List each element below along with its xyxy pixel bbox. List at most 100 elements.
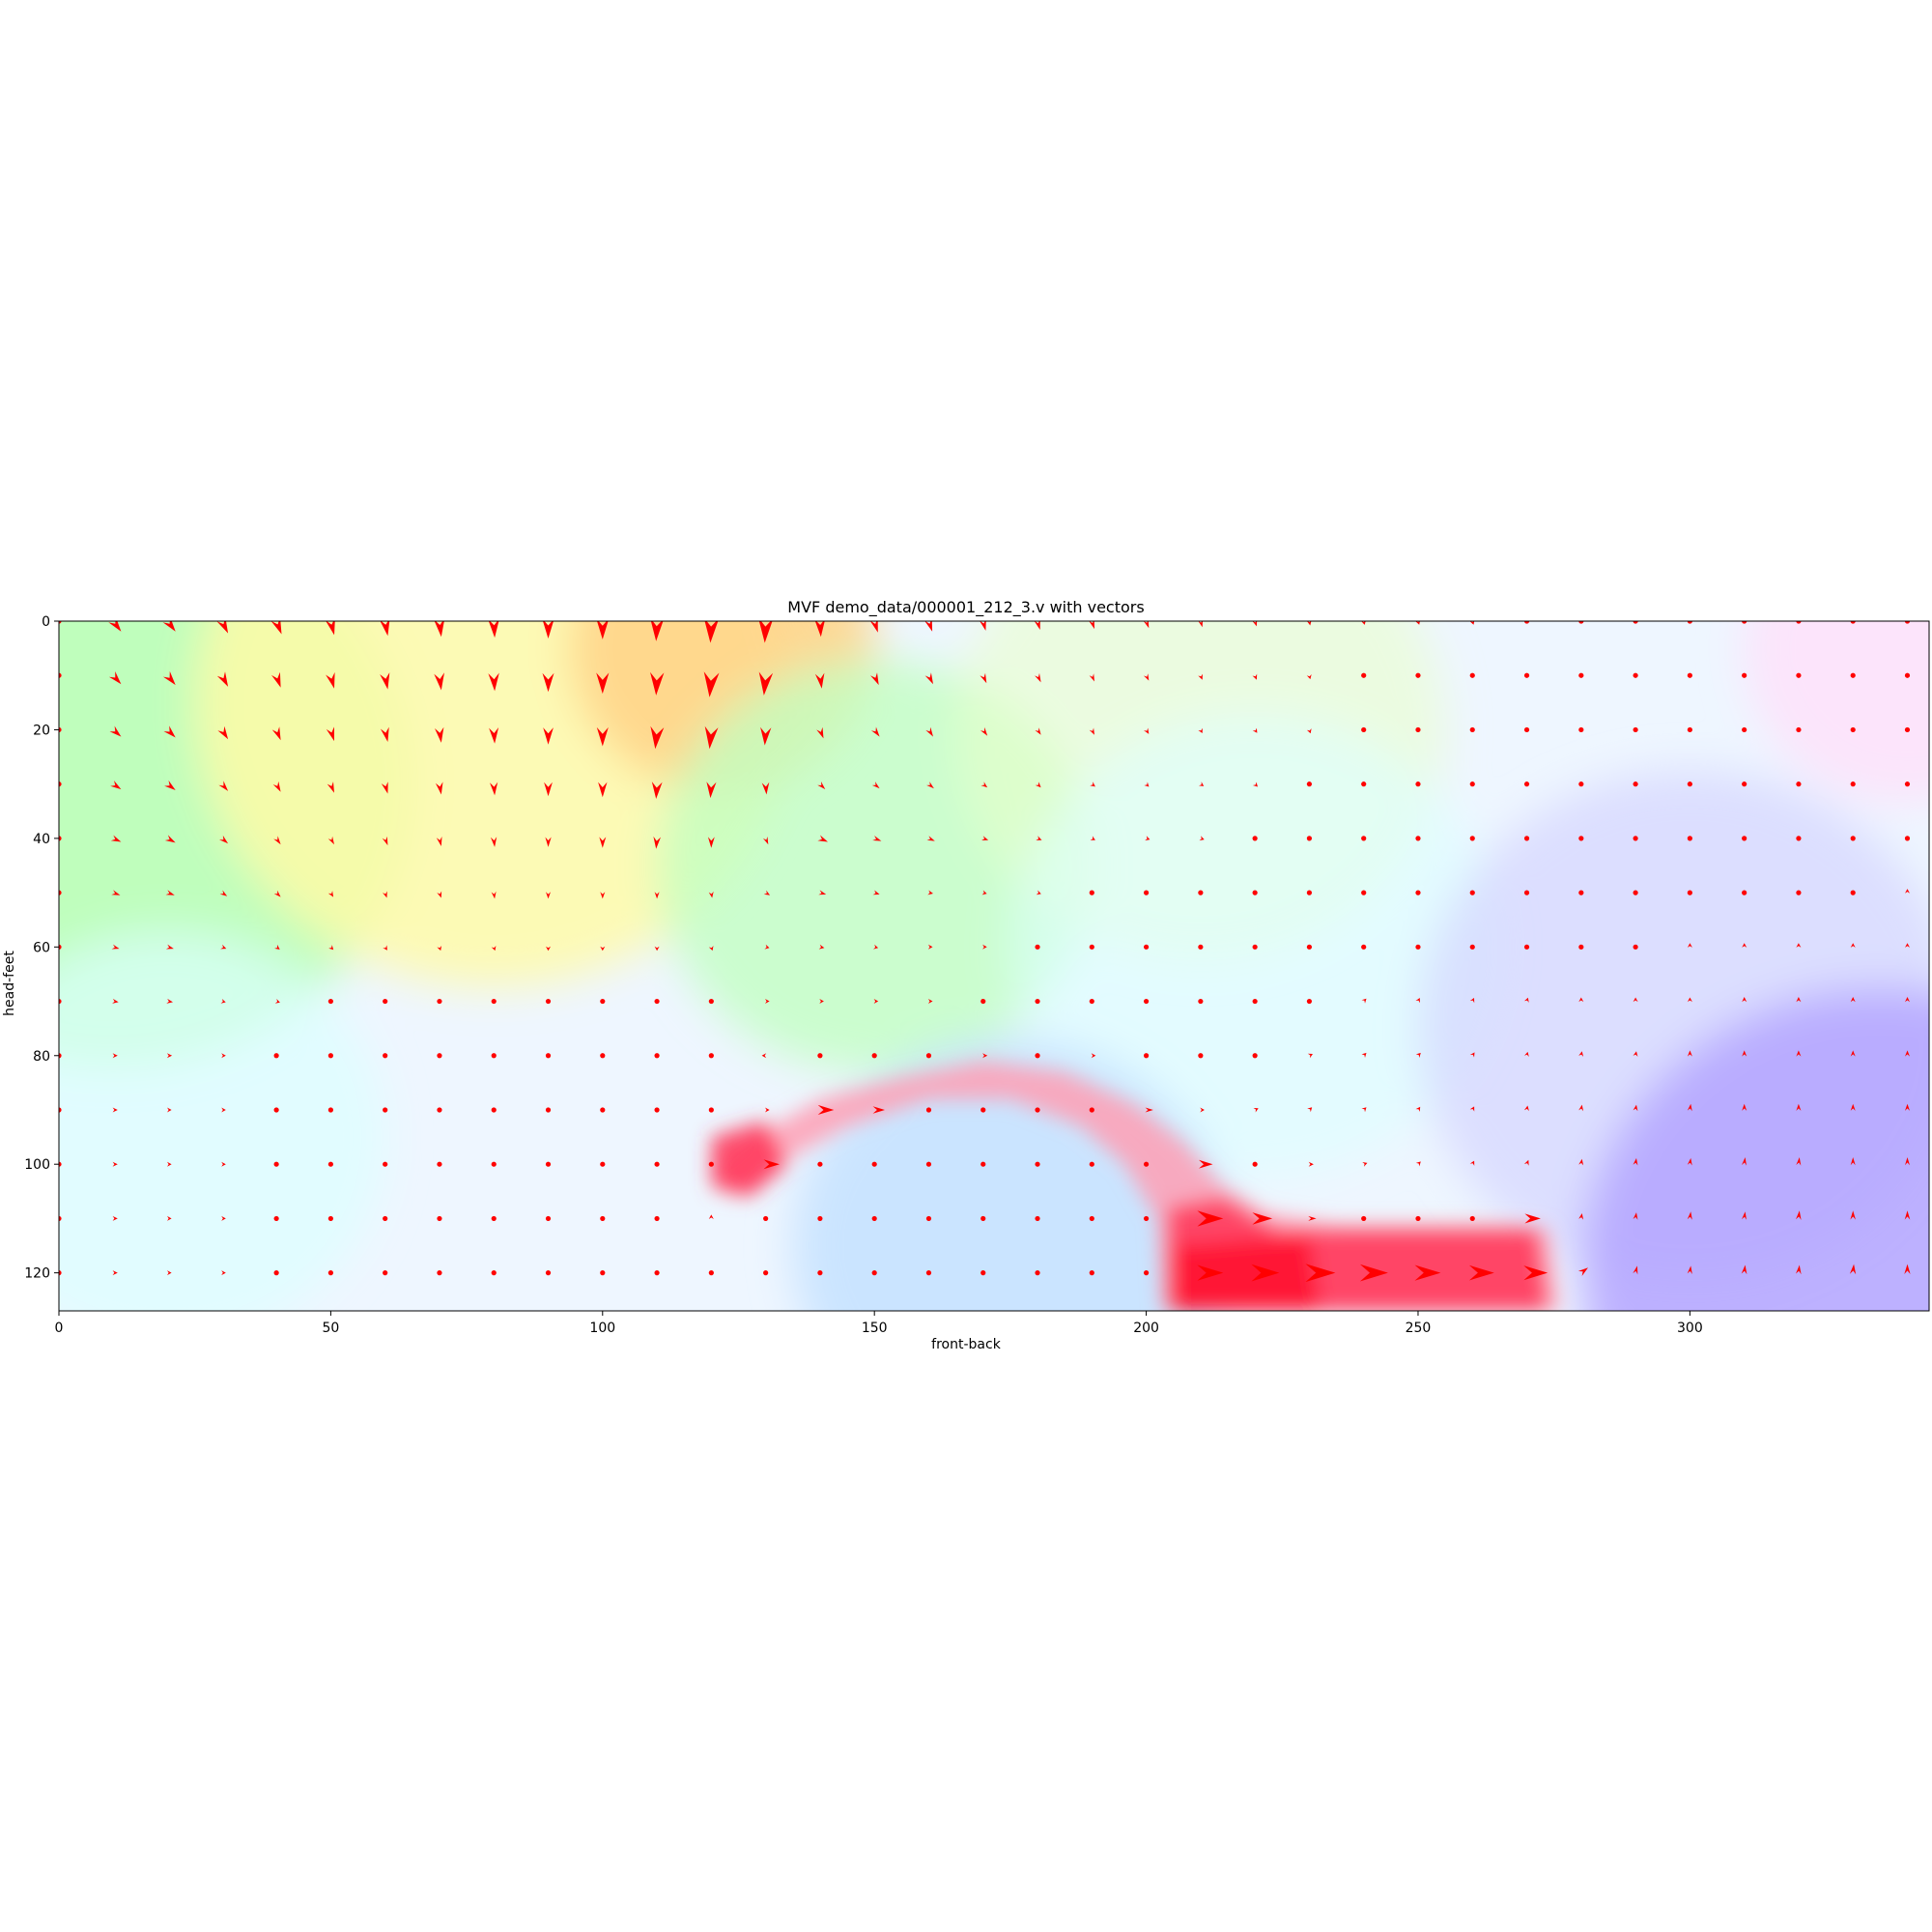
vector-arrow — [1090, 836, 1095, 840]
vector-arrow — [1687, 1050, 1692, 1057]
vector-dot — [1198, 1053, 1204, 1059]
vector-arrow — [165, 944, 174, 950]
vector-dot — [817, 1215, 823, 1222]
vector-arrow — [1577, 1267, 1588, 1276]
vector-arrow — [763, 890, 771, 895]
vector-arrow — [814, 621, 825, 638]
vector-arrow — [108, 621, 122, 632]
vector-dot — [1633, 836, 1638, 841]
vector-arrow — [708, 891, 714, 898]
vector-dot — [1850, 726, 1856, 733]
vector-arrow — [112, 998, 119, 1004]
vector-dot — [600, 1215, 606, 1222]
vector-dot — [383, 1215, 388, 1222]
vector-arrow — [163, 725, 176, 738]
vector-arrow — [980, 726, 988, 736]
vector-dot — [1523, 672, 1530, 678]
vector-arrow — [927, 999, 933, 1004]
vector-arrow — [221, 1161, 226, 1167]
vector-dot — [817, 1053, 823, 1059]
x-tick-label: 100 — [589, 1321, 615, 1336]
vector-arrow — [1687, 1157, 1692, 1166]
vector-arrow — [1090, 781, 1095, 787]
vector-dot — [59, 944, 62, 950]
vector-dot — [1796, 621, 1802, 624]
vector-dot — [1035, 1270, 1040, 1276]
vector-arrow — [273, 890, 281, 897]
vector-arrow — [437, 891, 442, 898]
vector-arrow — [164, 780, 176, 790]
vector-arrow — [1469, 1160, 1475, 1166]
vector-dot — [1035, 1215, 1040, 1222]
vector-dot — [980, 1215, 986, 1222]
vector-arrow — [1144, 727, 1150, 734]
vector-arrow — [818, 944, 825, 950]
vector-arrow — [491, 891, 497, 899]
vector-arrow — [1034, 621, 1040, 630]
vector-arrow — [437, 946, 442, 952]
vector-arrow — [600, 946, 606, 952]
vector-arrow — [488, 672, 499, 692]
vector-arrow — [382, 836, 388, 846]
vector-dot — [1143, 1215, 1150, 1222]
vector-arrow — [1524, 1213, 1541, 1224]
vector-arrow — [980, 621, 986, 631]
vector-dot — [1089, 998, 1094, 1005]
vector-dot — [1252, 836, 1258, 841]
vector-arrow — [1633, 1104, 1638, 1112]
vector-arrow — [1578, 1104, 1584, 1112]
vector-dot — [1089, 890, 1094, 895]
vector-arrow — [1145, 1107, 1153, 1113]
vector-dot — [1796, 781, 1802, 787]
vector-dot — [1143, 890, 1150, 895]
vector-arrow — [110, 781, 122, 790]
vector-arrow — [1089, 673, 1094, 682]
vector-dot — [327, 1215, 333, 1222]
vector-dot — [59, 836, 62, 841]
vector-arrow — [1414, 1264, 1441, 1281]
vector-arrow — [109, 725, 122, 737]
vector-arrow — [1036, 890, 1041, 895]
vector-dot — [1143, 1053, 1150, 1059]
vector-dot — [1687, 726, 1692, 733]
vector-arrow — [544, 781, 553, 797]
vector-dot — [545, 1107, 552, 1113]
vector-arrow — [1415, 621, 1420, 625]
vector-dot — [327, 998, 333, 1005]
vector-dot — [491, 1053, 497, 1059]
vector-dot — [1361, 781, 1367, 787]
motion-band-shape — [711, 1061, 1560, 1311]
vector-arrow — [597, 621, 609, 639]
vector-arrow — [1742, 1103, 1747, 1111]
y-tick-label: 60 — [33, 940, 50, 955]
vector-dot — [1796, 726, 1802, 733]
vector-dot — [1469, 1215, 1475, 1222]
vector-dot — [654, 1161, 660, 1167]
vector-arrow — [708, 946, 714, 952]
vector-dot — [59, 781, 62, 787]
vector-arrow — [216, 671, 229, 687]
vector-arrow — [819, 999, 824, 1004]
vector-arrow — [1415, 1052, 1421, 1058]
vector-dot — [1633, 944, 1638, 950]
vector-arrow — [1687, 1103, 1692, 1112]
vector-arrow — [1306, 621, 1312, 626]
vector-arrow — [542, 672, 554, 693]
vector-dot — [1904, 726, 1911, 733]
vector-arrow — [1469, 621, 1475, 625]
vector-arrow — [1415, 998, 1420, 1004]
vector-dot — [600, 998, 606, 1005]
x-axis-label: front-back — [931, 1337, 1001, 1352]
vector-arrow — [380, 672, 390, 690]
vector-arrow — [1850, 1157, 1856, 1166]
vector-dot — [1143, 1161, 1150, 1167]
vector-dot — [1523, 621, 1530, 624]
vector-dot — [383, 998, 388, 1005]
vector-arrow — [1307, 1107, 1313, 1113]
vector-arrow — [112, 1215, 118, 1221]
vector-dot — [383, 1107, 388, 1113]
vector-dot — [871, 1270, 877, 1276]
vector-dot — [925, 1215, 932, 1222]
vector-arrow — [1687, 997, 1692, 1003]
